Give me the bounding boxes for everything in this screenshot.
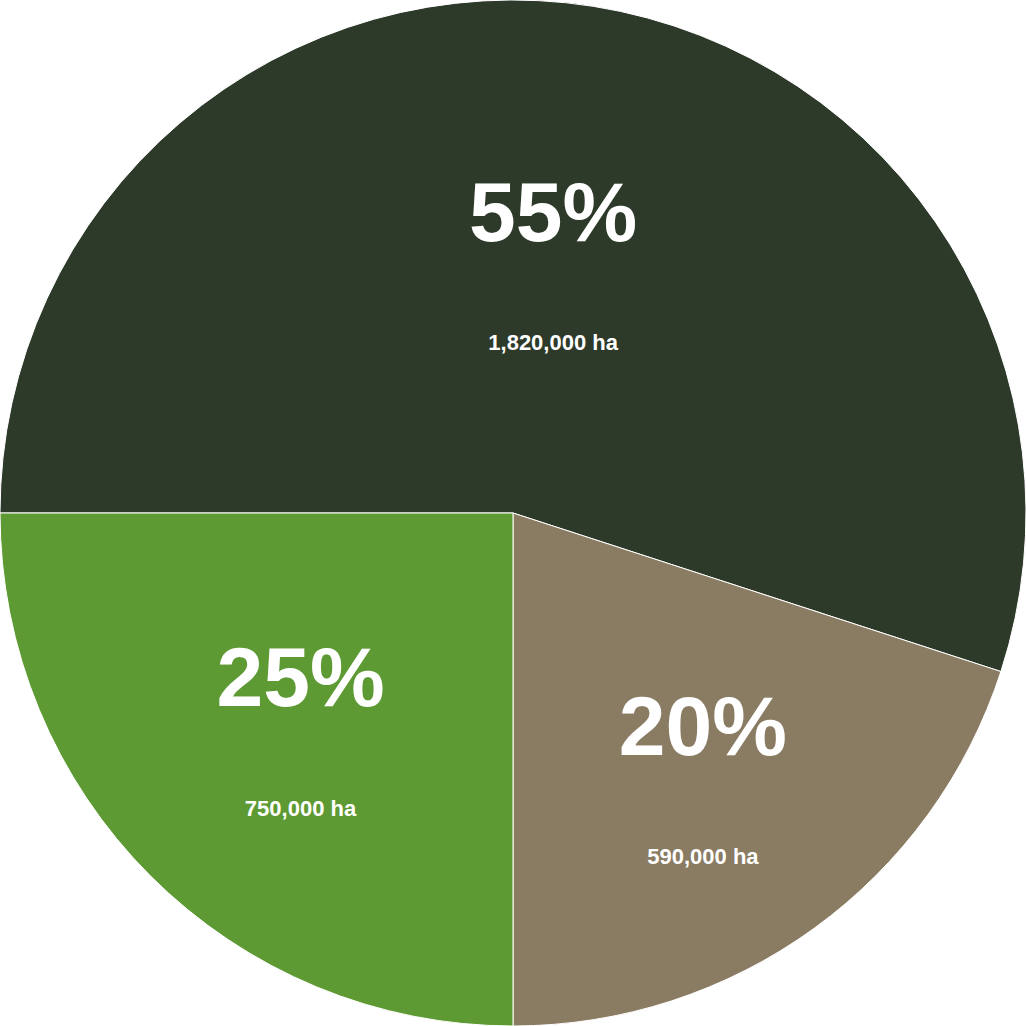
svg-text:55%1,820,000 ha: 55%1,820,000 ha [469, 165, 637, 355]
svg-text:20%590,000 ha: 20%590,000 ha [619, 679, 787, 869]
svg-text:25%750,000 ha: 25%750,000 ha [216, 630, 384, 820]
